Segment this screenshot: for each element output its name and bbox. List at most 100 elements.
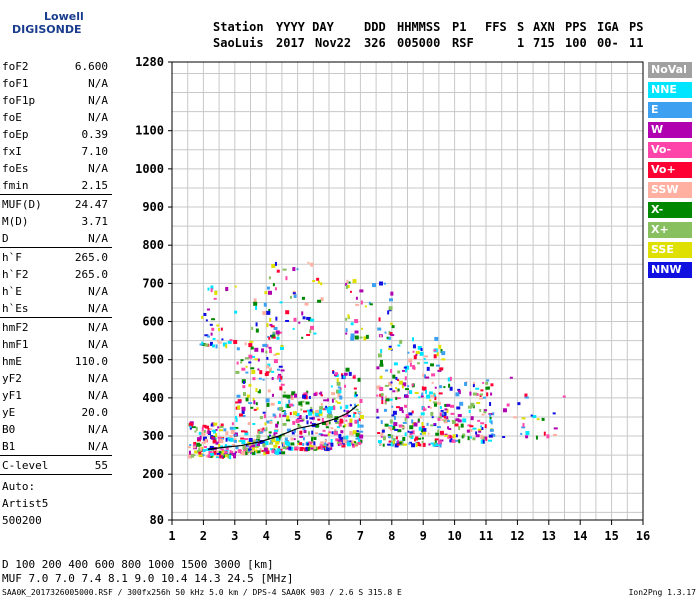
x-tick-label: 2 (200, 529, 207, 543)
echo-point (244, 342, 247, 346)
param-row: foE N/A (0, 109, 112, 126)
echo-point (486, 392, 489, 397)
echo-point (270, 448, 273, 451)
param-value: N/A (88, 111, 108, 124)
echo-point (407, 351, 410, 354)
echo-point (337, 440, 341, 444)
echo-point (338, 433, 342, 438)
echo-point (377, 432, 381, 435)
echo-point (492, 412, 495, 416)
echo-point (202, 424, 207, 428)
echo-point (252, 355, 256, 358)
echo-point (412, 344, 416, 349)
echo-point (327, 432, 330, 436)
echo-point (387, 443, 392, 446)
echo-point (424, 361, 429, 364)
echo-point (284, 410, 287, 414)
echo-point (355, 394, 358, 397)
param-value: N/A (88, 302, 108, 315)
echo-point (378, 317, 381, 322)
echo-point (386, 336, 389, 339)
echo-point (255, 305, 258, 310)
echo-point (387, 433, 391, 436)
echo-point (207, 427, 210, 432)
echo-point (397, 379, 400, 382)
echo-point (215, 453, 219, 457)
echo-point (252, 450, 256, 455)
echo-point (299, 442, 303, 446)
echo-point (460, 423, 464, 428)
echo-point (349, 422, 353, 427)
echo-point (220, 448, 225, 451)
echo-point (344, 384, 347, 388)
echo-point (250, 406, 254, 409)
footer-info: SAA0K_2017326005000.RSF / 300fx256h 50 k… (2, 588, 402, 597)
echo-point (320, 394, 323, 397)
param-row: foEs N/A (0, 160, 112, 177)
param-name: h`F2 (2, 268, 29, 281)
echo-point (520, 432, 523, 435)
echo-point (432, 442, 437, 447)
param-separator (0, 455, 112, 456)
param-name: h`E (2, 285, 22, 298)
echo-point (468, 428, 473, 432)
echo-point (223, 452, 226, 455)
echo-point (391, 434, 394, 439)
echo-point (340, 430, 344, 434)
echo-point (360, 300, 363, 305)
echo-point (413, 422, 418, 427)
echo-point (194, 430, 197, 433)
echo-point (208, 451, 213, 456)
echo-point (409, 435, 413, 438)
echo-point (552, 433, 557, 436)
echo-point (435, 432, 440, 436)
echo-point (273, 444, 278, 448)
echo-point (219, 454, 222, 459)
echo-point (337, 386, 341, 389)
echo-point (324, 442, 327, 446)
echo-point (411, 337, 414, 342)
echo-point (395, 376, 398, 380)
echo-point (240, 359, 244, 362)
echo-point (301, 336, 304, 339)
echo-point (427, 405, 430, 408)
echo-point (242, 414, 246, 417)
echo-point (336, 426, 340, 429)
echo-point (257, 391, 260, 394)
echo-point (318, 409, 322, 414)
echo-point (279, 413, 282, 418)
echo-point (286, 428, 291, 432)
echo-point (220, 327, 223, 331)
echo-point (305, 415, 308, 420)
echo-point (444, 408, 448, 411)
echo-point (209, 453, 214, 456)
echo-point (264, 422, 267, 426)
echo-point (441, 351, 446, 356)
echo-point (395, 436, 398, 440)
echo-point (421, 440, 424, 443)
echo-point (201, 315, 204, 319)
echo-point (506, 403, 510, 407)
echo-point (416, 442, 420, 447)
echo-point (305, 446, 310, 451)
legend-item: Vo- (648, 142, 692, 158)
echo-point (422, 407, 425, 412)
echo-point (247, 422, 251, 426)
echo-point (250, 346, 254, 350)
echo-point (411, 419, 414, 424)
echo-point (303, 430, 307, 434)
echo-point (241, 367, 246, 371)
echo-point (299, 430, 303, 435)
echo-point (397, 344, 401, 347)
echo-point (252, 377, 256, 381)
echo-point (429, 406, 432, 409)
y-tick-label: 1000 (135, 162, 164, 176)
x-tick-label: 3 (231, 529, 238, 543)
echo-point (338, 422, 342, 427)
echo-point (473, 381, 476, 386)
echo-point (349, 418, 353, 423)
echo-point (377, 327, 382, 331)
echo-point (439, 443, 442, 448)
echo-point (284, 447, 289, 450)
echo-point (359, 430, 364, 433)
